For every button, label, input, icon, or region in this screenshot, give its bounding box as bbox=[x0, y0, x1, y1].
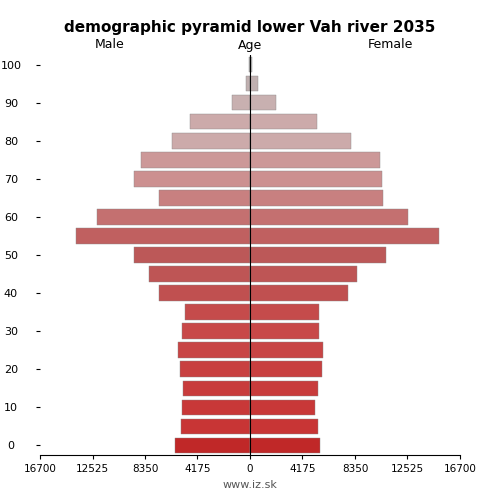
Bar bbox=[182, 324, 250, 339]
Bar bbox=[174, 438, 250, 454]
Bar bbox=[180, 362, 250, 377]
Bar bbox=[178, 342, 250, 358]
Bar bbox=[250, 76, 258, 92]
Bar bbox=[250, 228, 438, 244]
Bar bbox=[134, 171, 250, 186]
Text: Male: Male bbox=[95, 38, 125, 52]
Bar bbox=[250, 247, 386, 263]
Bar bbox=[182, 400, 250, 415]
Bar bbox=[160, 190, 250, 206]
Bar bbox=[96, 209, 250, 224]
Bar bbox=[250, 380, 318, 396]
Bar bbox=[250, 114, 316, 130]
Bar bbox=[140, 152, 250, 168]
Bar bbox=[250, 400, 316, 415]
Bar bbox=[181, 418, 250, 434]
Text: demographic pyramid lower Vah river 2035: demographic pyramid lower Vah river 2035 bbox=[64, 20, 436, 35]
Bar bbox=[250, 56, 252, 72]
Bar bbox=[232, 95, 250, 110]
Bar bbox=[250, 133, 350, 148]
Bar bbox=[250, 209, 408, 224]
Bar bbox=[250, 190, 384, 206]
Bar bbox=[250, 438, 320, 454]
Bar bbox=[134, 247, 250, 263]
Bar bbox=[250, 95, 276, 110]
Bar bbox=[160, 286, 250, 301]
Bar bbox=[150, 266, 250, 282]
Bar bbox=[250, 286, 348, 301]
Text: Age: Age bbox=[238, 38, 262, 52]
Text: Female: Female bbox=[368, 38, 412, 52]
Bar bbox=[250, 342, 323, 358]
Bar bbox=[250, 152, 380, 168]
Bar bbox=[250, 418, 318, 434]
Bar bbox=[250, 304, 319, 320]
Bar bbox=[250, 266, 357, 282]
Bar bbox=[250, 324, 319, 339]
Bar bbox=[190, 114, 250, 130]
Bar bbox=[184, 304, 250, 320]
Bar bbox=[76, 228, 250, 244]
Bar bbox=[250, 171, 382, 186]
Text: www.iz.sk: www.iz.sk bbox=[222, 480, 278, 490]
Bar bbox=[172, 133, 250, 148]
Bar bbox=[246, 76, 250, 92]
Bar bbox=[250, 362, 322, 377]
Bar bbox=[184, 380, 250, 396]
